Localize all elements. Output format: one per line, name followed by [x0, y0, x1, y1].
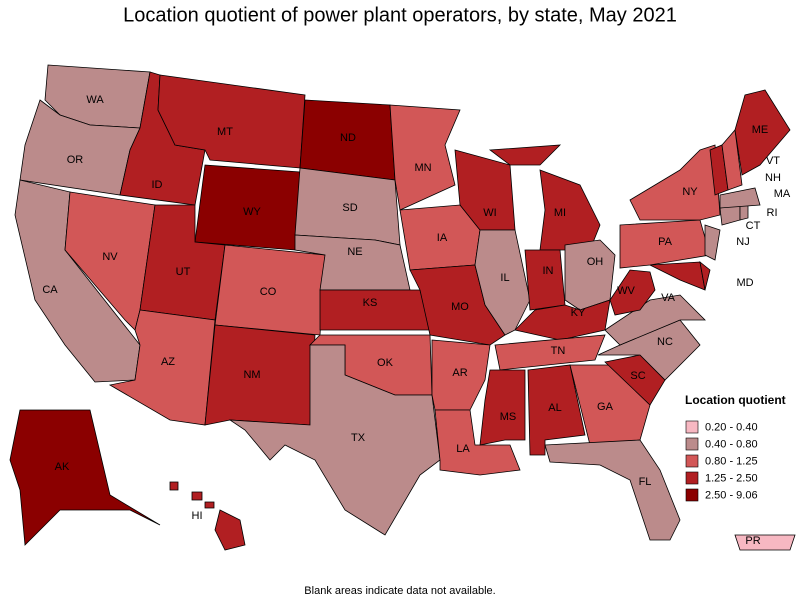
state-shape [169, 481, 179, 491]
state-shape [191, 491, 203, 501]
legend-swatch [685, 420, 699, 434]
state-label: WI [483, 207, 496, 219]
state-label: RI [767, 207, 778, 219]
state-label: MT [217, 126, 233, 138]
state-label: OH [587, 256, 604, 268]
legend-swatch [685, 454, 699, 468]
state-label: NE [347, 246, 362, 258]
state-shape [514, 299, 611, 341]
state-shape [214, 509, 246, 551]
state-label: AL [548, 402, 561, 414]
state-shape [524, 249, 566, 311]
state-label: PA [658, 236, 673, 248]
state-shape [734, 534, 796, 551]
state-label: ME [752, 124, 769, 136]
state-label: ND [340, 132, 356, 144]
state-label: MS [500, 411, 517, 423]
state-shape [539, 169, 601, 251]
state-shape [488, 144, 562, 166]
state-shape [629, 144, 721, 221]
legend-label: 1.25 - 2.50 [705, 472, 758, 484]
legend-swatch [685, 488, 699, 502]
state-label: TX [351, 432, 366, 444]
state-label: FL [639, 476, 652, 488]
footnote: Blank areas indicate data not available. [304, 585, 495, 597]
state-shape [699, 261, 711, 291]
state-label: AZ [161, 356, 175, 368]
state-label: WY [243, 206, 261, 218]
state-label: SD [342, 202, 357, 214]
state-shape [228, 344, 441, 536]
state-shape [609, 269, 656, 316]
map-title: Location quotient of power plant operato… [123, 4, 677, 26]
states: WA OR CA NV ID MT WY UT AZ CO NM ND SD NE KS OK TX MN IA MO… [9, 64, 796, 551]
state-label: WA [86, 94, 104, 106]
state-shape [564, 239, 616, 311]
state-label: MO [451, 301, 469, 313]
legend-swatch [685, 437, 699, 451]
state-shape [719, 187, 761, 209]
state-label: CT [746, 220, 761, 232]
state-shape [494, 334, 606, 371]
legend: Location quotient 0.20 - 0.40 0.40 - 0.80… [685, 393, 786, 501]
state-shape [389, 104, 461, 211]
legend-label: 0.40 - 0.80 [705, 438, 758, 450]
state-shape [544, 439, 681, 541]
state-label: GA [597, 401, 614, 413]
state-shape [604, 294, 706, 346]
state-label: AR [452, 367, 467, 379]
state-label: KY [571, 307, 586, 319]
state-label: VT [766, 155, 780, 167]
legend-label: 0.80 - 1.25 [705, 455, 758, 467]
state-shape [648, 261, 706, 291]
state-label: IN [543, 265, 554, 277]
state-label: NJ [736, 236, 749, 248]
state-label: UT [176, 266, 191, 278]
state-label: MI [554, 207, 566, 219]
state-shape [704, 224, 721, 261]
state-shape [734, 89, 791, 176]
state-label: PR [745, 535, 760, 547]
state-label: CA [42, 284, 58, 296]
state-label: LA [456, 443, 470, 455]
state-label: NY [682, 186, 698, 198]
state-label: TN [551, 345, 566, 357]
state-label: NH [765, 172, 781, 184]
legend-label: 2.50 - 9.06 [705, 489, 758, 501]
state-label: NV [102, 251, 118, 263]
state-label: MN [414, 162, 431, 174]
state-label: IA [437, 232, 448, 244]
state-label: VA [661, 292, 676, 304]
state-label: NC [657, 336, 673, 348]
state-label: AK [55, 461, 70, 473]
state-shape [9, 409, 161, 546]
state-label: SC [630, 370, 645, 382]
state-shape [479, 369, 526, 446]
state-label: KS [363, 297, 378, 309]
state-label: IL [500, 272, 509, 284]
state-shape [721, 129, 743, 191]
state-shape [204, 501, 215, 509]
state-label: MA [774, 188, 791, 200]
legend-title: Location quotient [685, 393, 786, 407]
state-label: WV [617, 285, 635, 297]
state-shape [619, 219, 711, 269]
state-label: MD [736, 277, 753, 289]
state-shape [739, 204, 749, 221]
state-label: OR [67, 154, 84, 166]
state-label: OK [377, 357, 394, 369]
state-shape [474, 229, 531, 336]
legend-swatch [685, 471, 699, 485]
state-label: ID [152, 179, 163, 191]
state-shape [434, 409, 521, 476]
state-label: NM [243, 369, 260, 381]
state-label: CO [260, 286, 277, 298]
state-label: HI [192, 510, 203, 522]
legend-label: 0.20 - 0.40 [705, 421, 758, 433]
